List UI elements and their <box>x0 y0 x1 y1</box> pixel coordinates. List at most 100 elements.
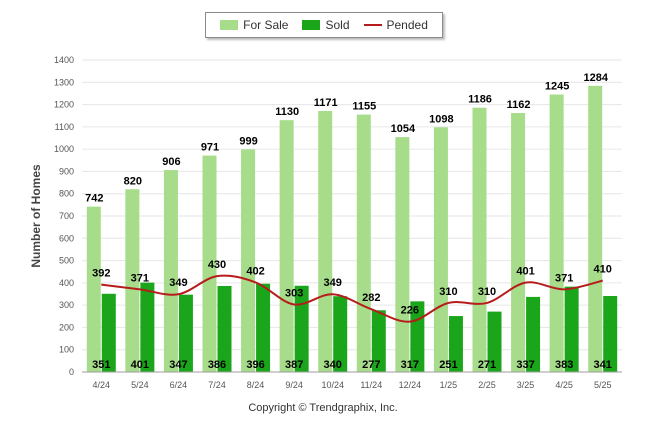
sold-value-label: 341 <box>594 359 612 371</box>
y-tick-label: 0 <box>69 367 74 377</box>
bar-sold <box>603 296 618 372</box>
bar-sold <box>333 296 348 372</box>
legend-label-for-sale: For Sale <box>243 18 289 32</box>
bar-layer <box>86 85 618 373</box>
for-sale-value-label: 999 <box>239 135 257 147</box>
line-layer <box>101 274 603 323</box>
bar-sold <box>178 294 193 372</box>
for-sale-value-label: 1245 <box>545 81 569 93</box>
x-tick-label: 9/24 <box>285 380 303 390</box>
pended-value-label: 349 <box>169 277 187 289</box>
y-tick-label: 600 <box>59 233 74 243</box>
bar-sold <box>371 310 386 372</box>
pended-value-label: 310 <box>478 286 496 298</box>
pended-value-label: 303 <box>285 287 303 299</box>
y-tick-label: 1400 <box>54 55 74 65</box>
for-sale-value-label: 742 <box>85 193 103 205</box>
sold-value-label: 387 <box>285 359 303 371</box>
pended-value-label: 349 <box>324 277 342 289</box>
x-tick-label: 10/24 <box>321 380 344 390</box>
copyright-text: Copyright © Trendgraphix, Inc. <box>248 402 398 414</box>
bar-for-sale <box>472 107 487 372</box>
sold-value-label: 347 <box>169 359 187 371</box>
bar-for-sale <box>279 120 294 373</box>
x-tick-label: 4/24 <box>93 380 111 390</box>
x-tick-label: 3/25 <box>517 380 535 390</box>
pended-value-label: 401 <box>516 266 534 278</box>
y-tick-label: 1000 <box>54 144 74 154</box>
pended-value-label: 430 <box>208 259 226 271</box>
pended-value-label: 392 <box>92 268 110 280</box>
sold-value-label: 251 <box>439 359 457 371</box>
for-sale-value-label: 1186 <box>468 94 492 106</box>
bar-sold <box>487 311 502 372</box>
sold-value-label: 271 <box>478 359 496 371</box>
pended-value-label: 402 <box>246 265 264 277</box>
sold-value-label: 340 <box>324 359 342 371</box>
x-tick-label: 7/24 <box>208 380 226 390</box>
bar-for-sale <box>356 114 371 372</box>
bar-for-sale <box>86 206 101 372</box>
pended-value-label: 226 <box>401 305 419 317</box>
for-sale-value-label: 1098 <box>429 113 453 125</box>
sold-value-label: 277 <box>362 359 380 371</box>
sold-value-label: 383 <box>555 359 573 371</box>
y-tick-label: 100 <box>59 345 74 355</box>
for-sale-value-label: 1054 <box>391 123 416 135</box>
bar-for-sale <box>163 170 178 372</box>
for-sale-value-label: 1284 <box>583 72 608 84</box>
label-layer: 742 351 820 401 906 347 971 386 999 396 1130 387 117… <box>85 72 612 371</box>
sold-value-label: 401 <box>131 359 149 371</box>
bar-sold <box>101 293 116 372</box>
y-tick-label: 800 <box>59 189 74 199</box>
for-sale-swatch <box>220 20 239 30</box>
bar-sold <box>294 285 309 372</box>
sold-value-label: 396 <box>246 359 264 371</box>
legend-item-pended[interactable]: Pended <box>363 18 428 32</box>
x-tick-label: 12/24 <box>399 380 422 390</box>
pended-value-label: 371 <box>555 272 573 284</box>
bar-for-sale <box>318 111 333 372</box>
for-sale-value-label: 1155 <box>352 101 376 113</box>
x-tick-label: 6/24 <box>170 380 188 390</box>
y-tick-label: 900 <box>59 166 74 176</box>
legend-item-sold[interactable]: Sold <box>302 18 350 32</box>
for-sale-value-label: 1171 <box>314 97 338 109</box>
for-sale-value-label: 820 <box>124 175 142 187</box>
y-tick-label: 200 <box>59 322 74 332</box>
bar-for-sale <box>395 137 410 372</box>
bar-for-sale <box>511 113 526 372</box>
sold-value-label: 317 <box>401 359 419 371</box>
pended-value-label: 371 <box>131 272 149 284</box>
x-tick-label: 8/24 <box>247 380 265 390</box>
sold-value-label: 386 <box>208 359 226 371</box>
pended-value-label: 282 <box>362 292 380 304</box>
x-tick-label: 4/25 <box>555 380 573 390</box>
pended-line <box>101 274 603 323</box>
legend-item-for-sale[interactable]: For Sale <box>220 18 288 32</box>
bar-sold <box>140 282 155 372</box>
for-sale-value-label: 1162 <box>507 99 531 111</box>
y-tick-label: 1300 <box>54 77 74 87</box>
for-sale-value-label: 971 <box>201 142 219 154</box>
bar-sold <box>410 301 425 372</box>
y-tick-label: 700 <box>59 211 74 221</box>
sold-value-label: 337 <box>516 359 534 371</box>
pended-swatch <box>363 24 382 26</box>
bar-sold <box>256 283 271 372</box>
legend-label-pended: Pended <box>386 18 428 32</box>
bar-sold <box>448 316 463 372</box>
bar-for-sale <box>433 127 448 372</box>
y-axis-title: Number of Homes <box>29 164 43 268</box>
y-tick-label: 500 <box>59 256 74 266</box>
x-tick-label: 11/24 <box>360 380 382 390</box>
x-tick-label: 5/25 <box>594 380 612 390</box>
bar-sold <box>564 286 579 372</box>
for-sale-value-label: 1130 <box>275 106 299 118</box>
bar-sold <box>217 285 232 372</box>
y-tick-label: 300 <box>59 300 74 310</box>
axis-layer: 0 100 200 300 400 500 600 700 800 900 1000 1100 1200… <box>29 55 622 390</box>
y-tick-label: 1200 <box>54 100 74 110</box>
